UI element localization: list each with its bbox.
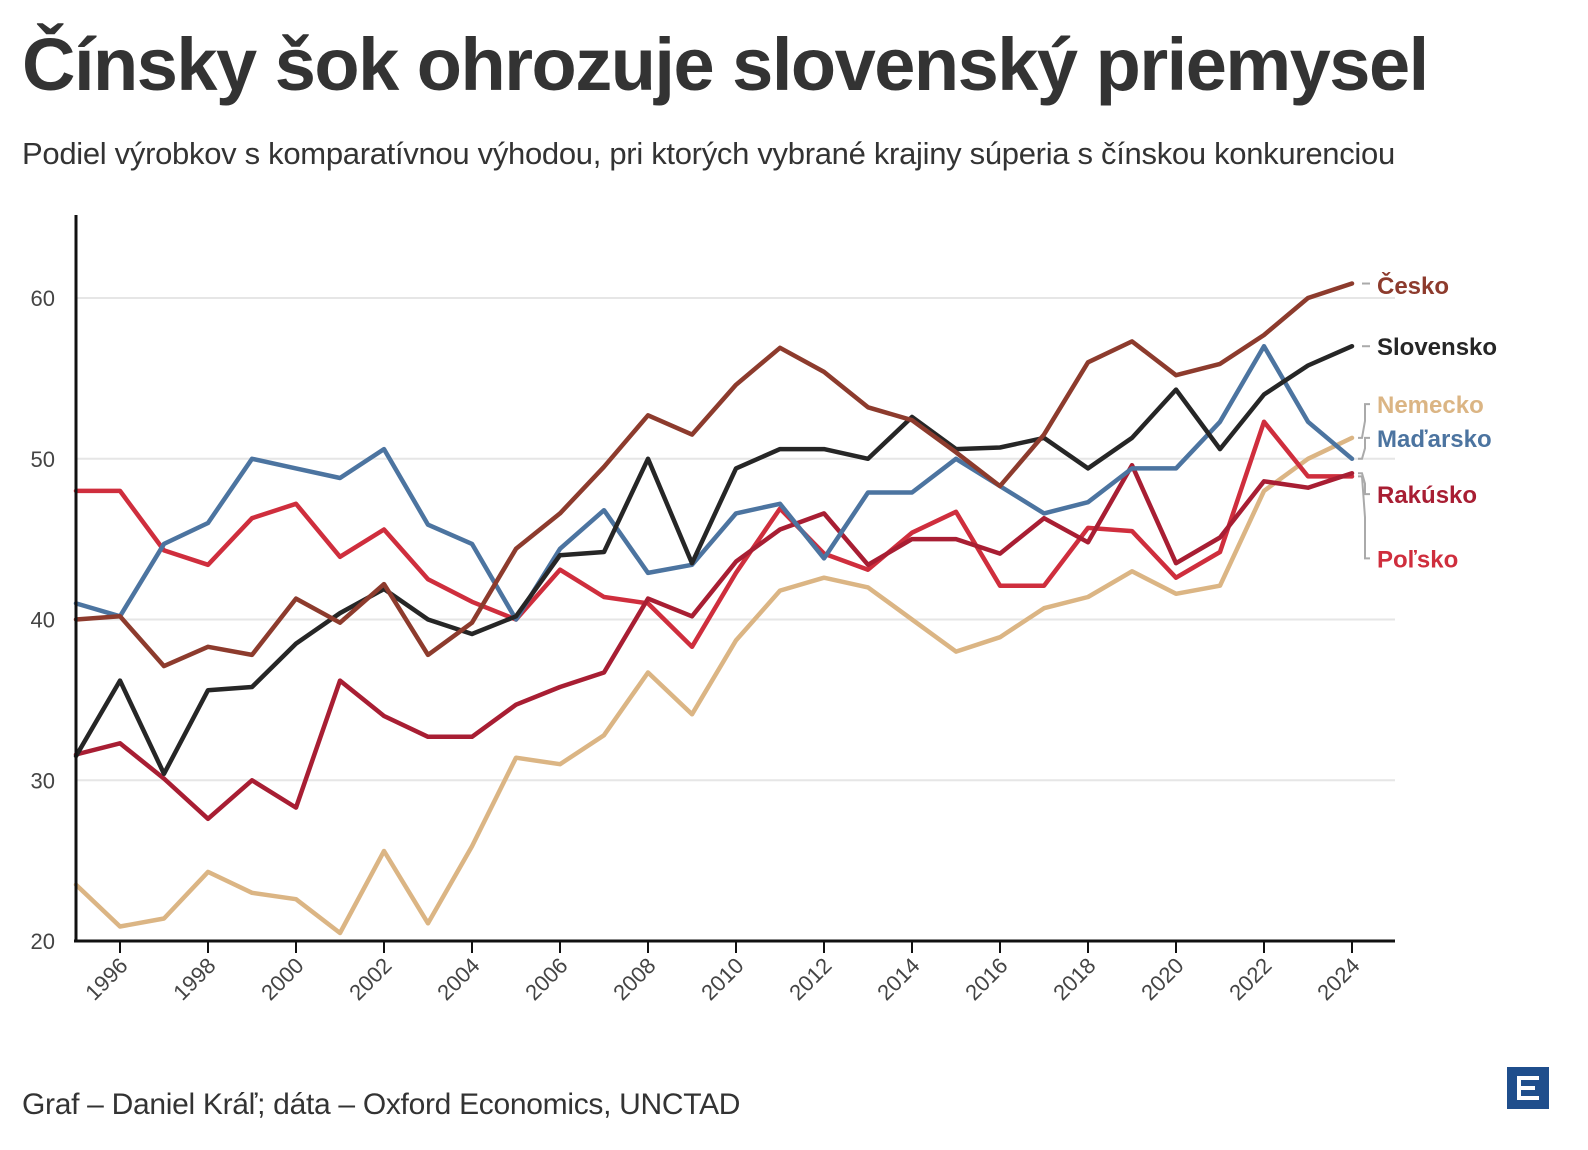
x-tick-label: 2008 (608, 953, 660, 1005)
x-tick-label: 2022 (1224, 953, 1276, 1005)
chart-title: Čínsky šok ohrozuje slovenský priemysel (22, 23, 1429, 106)
series-lines (73, 281, 1355, 936)
chart-subtitle: Podiel výrobkov s komparatívnou výhodou,… (22, 136, 1395, 171)
series-line-2 (73, 462, 1355, 822)
y-tick-label: 60 (31, 286, 55, 311)
series-label: Rakúsko (1377, 482, 1477, 509)
series-line-5 (73, 281, 1355, 669)
series-line-1 (73, 419, 1355, 650)
E-logo-icon (1507, 1067, 1549, 1109)
x-tick-label: 2000 (256, 953, 308, 1005)
axes: 20 30 40 50 60 1996 1998 2000 2002 2004 2006 2008 20… (31, 215, 1395, 1005)
y-tick-label: 50 (31, 447, 55, 472)
series-line-0 (73, 435, 1355, 936)
label-leader (1358, 475, 1370, 560)
series-label: Česko (1377, 272, 1449, 300)
x-tick-label: 1996 (80, 953, 132, 1005)
x-tick-label: 2020 (1136, 953, 1188, 1005)
label-leader (1358, 403, 1370, 439)
y-tick-label: 30 (31, 768, 55, 793)
y-tick-label: 20 (31, 929, 55, 954)
x-tick-label: 2004 (432, 953, 484, 1005)
x-tick-label: 1998 (168, 953, 220, 1005)
series-line-4 (73, 343, 1355, 777)
x-tick-label: 2024 (1312, 953, 1364, 1005)
grid-lines (76, 297, 1395, 782)
series-line-3 (73, 343, 1355, 622)
series-labels: Nemecko Poľsko Rakúsko Maďarsko Slovensko Čes… (1358, 272, 1497, 573)
y-tick-label: 40 (31, 608, 55, 633)
label-leader (1358, 436, 1370, 460)
x-tick-label: 2014 (872, 953, 924, 1005)
x-tick-label: 2016 (960, 953, 1012, 1005)
series-label: Poľsko (1377, 546, 1458, 573)
x-tick-label: 2002 (344, 953, 396, 1005)
series-label: Slovensko (1377, 334, 1497, 361)
label-leader (1358, 472, 1370, 496)
x-tick-label: 2010 (696, 953, 748, 1005)
series-label: Nemecko (1377, 392, 1484, 419)
x-tick-label: 2012 (784, 953, 836, 1005)
series-label: Maďarsko (1377, 426, 1492, 453)
x-tick-label: 2006 (520, 953, 572, 1005)
source-note: Graf – Daniel Kráľ; dáta – Oxford Econom… (22, 1088, 741, 1121)
x-tick-label: 2018 (1048, 953, 1100, 1005)
